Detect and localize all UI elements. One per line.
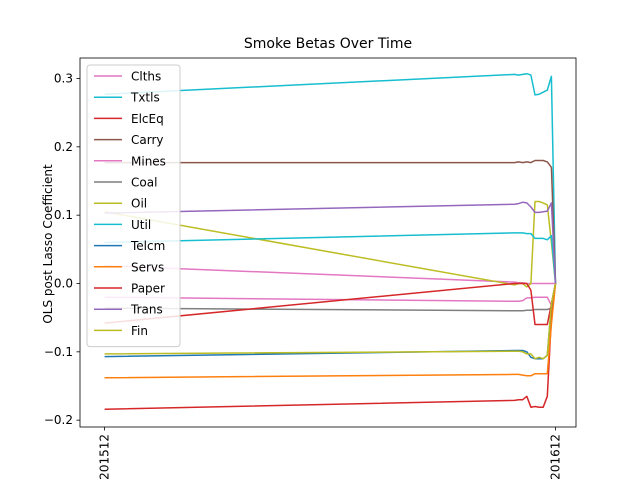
y-tick-label: 0.2 [54, 140, 73, 154]
y-tick-label: 0.1 [54, 208, 73, 222]
legend-box [86, 64, 181, 348]
legend-label-trans: Trans [130, 303, 163, 317]
series-line-carry [104, 159, 557, 284]
legend-label-telcm: Telcm [130, 239, 165, 253]
legend-label-servs: Servs [131, 260, 164, 274]
legend-label-fin: Fin [131, 324, 148, 338]
legend-label-txtls: Txtls [130, 91, 160, 105]
y-tick-label: 0.3 [54, 72, 73, 86]
series-line-txtls [104, 72, 557, 284]
legend-label-elceq: ElcEq [131, 112, 164, 126]
y-axis-label: OLS post Lasso Coefficient [41, 164, 55, 324]
x-tick-label: 201512 [98, 434, 112, 480]
y-tick-label: 0.0 [54, 277, 73, 291]
series-line-trans [104, 201, 557, 284]
series-line-elceq [104, 283, 557, 410]
legend-label-util: Util [131, 218, 151, 232]
series-line-util [104, 232, 557, 284]
legend-label-clths: Clths [131, 70, 161, 84]
series-line-servs [104, 283, 557, 379]
y-tick-label: −0.2 [44, 413, 73, 427]
axes-frame [79, 57, 577, 428]
legend-label-paper: Paper [131, 282, 165, 296]
series-line-fin [104, 283, 557, 360]
legend-label-coal: Coal [131, 176, 157, 190]
series-line-mines [104, 264, 556, 285]
series-line-clths [104, 283, 557, 307]
series-layer [104, 72, 557, 410]
series-line-paper [104, 282, 557, 326]
legend-label-carry: Carry [131, 133, 164, 147]
x-tick-label: 201612 [549, 434, 563, 480]
legend-label-oil: Oil [131, 197, 147, 211]
legend: Clths Txtls ElcEq Carry Mines Coal Oil Util Telc… [86, 64, 181, 348]
axes-layer: −0.2 −0.1 0.0 0.1 0.2 0.3 201512 201612 [44, 57, 577, 480]
y-tick-label: −0.1 [44, 345, 73, 359]
chart-title: Smoke Betas Over Time [244, 36, 412, 52]
legend-label-mines: Mines [131, 154, 166, 168]
